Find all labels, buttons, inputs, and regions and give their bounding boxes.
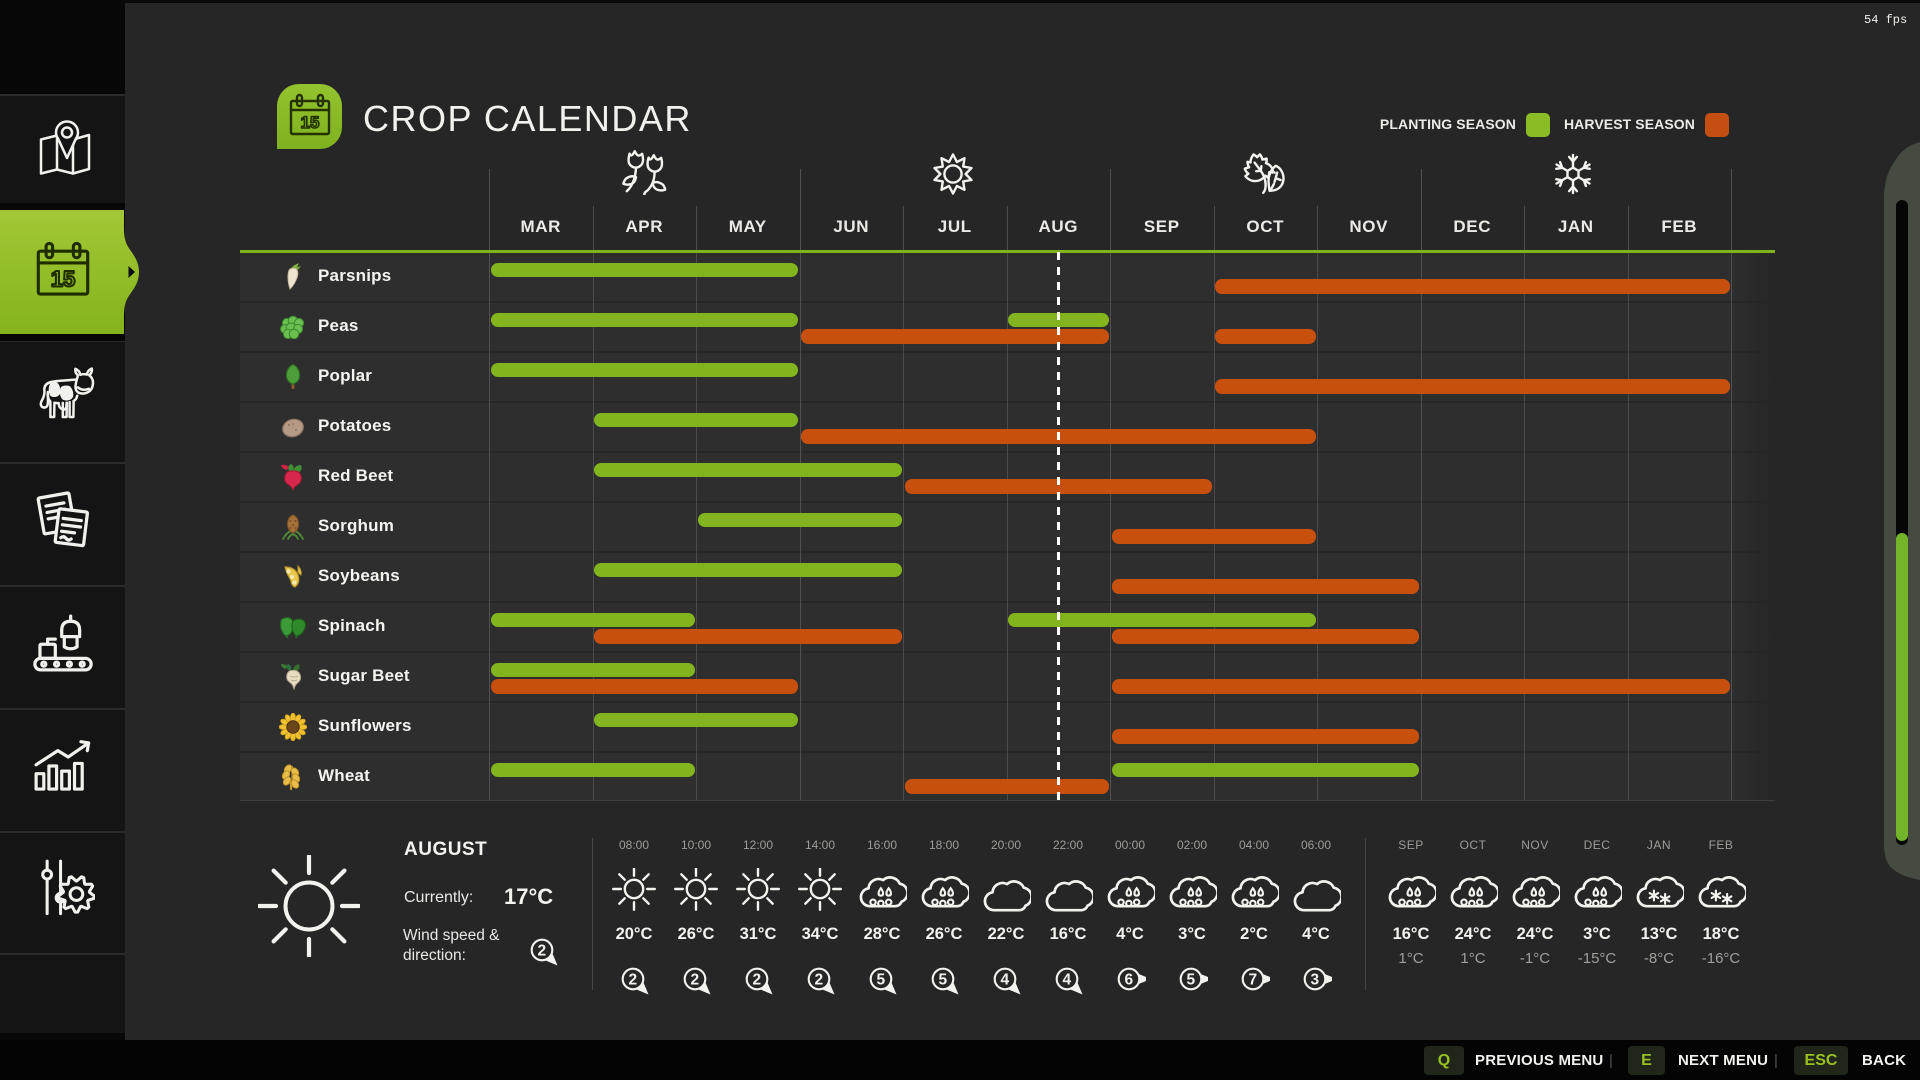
svg-text:6: 6 xyxy=(1124,972,1133,989)
svg-text:2: 2 xyxy=(537,943,546,960)
svg-text:2: 2 xyxy=(628,972,637,989)
svg-text:4: 4 xyxy=(1000,972,1009,989)
svg-text:5: 5 xyxy=(938,972,947,989)
svg-text:5: 5 xyxy=(876,972,885,989)
svg-text:2: 2 xyxy=(814,972,823,989)
svg-text:15: 15 xyxy=(301,113,320,132)
svg-text:3: 3 xyxy=(1310,972,1319,989)
svg-text:2: 2 xyxy=(752,972,761,989)
svg-text:4: 4 xyxy=(1062,972,1071,989)
svg-text:2: 2 xyxy=(690,972,699,989)
svg-text:15: 15 xyxy=(51,266,76,291)
svg-text:7: 7 xyxy=(1248,972,1257,989)
svg-text:5: 5 xyxy=(1186,972,1195,989)
